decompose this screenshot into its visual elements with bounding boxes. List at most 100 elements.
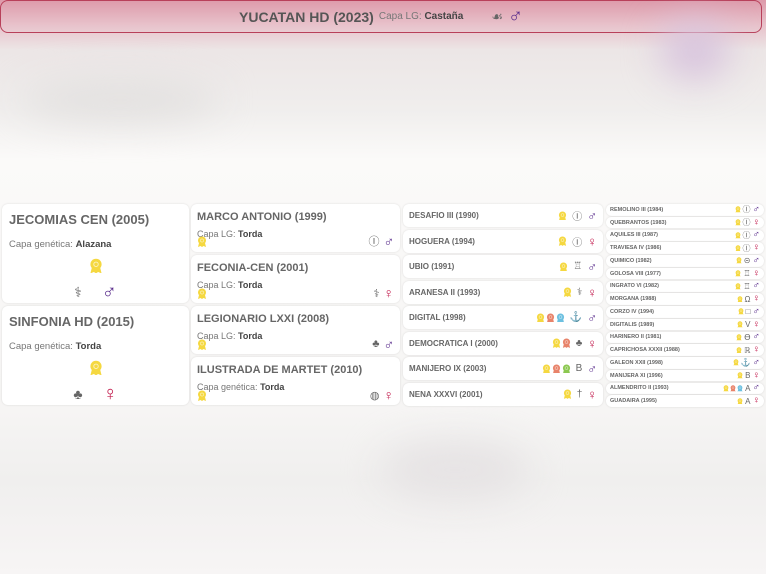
horse-card[interactable]: GALEON XXII (1998) ⚓ ♂ — [606, 357, 764, 369]
coat-value: Torda — [238, 229, 263, 239]
medal-icon — [736, 257, 742, 265]
circle-brand-icon: Ⓘ — [742, 218, 751, 227]
medal-icon — [736, 334, 742, 341]
horse-card[interactable]: DEMOCRATICA I (2000) ♣ ♀ — [403, 331, 603, 355]
horse-card[interactable]: MORGANA (1988) Ω ♀ — [606, 293, 764, 305]
square-brand-icon: □ — [745, 307, 751, 317]
medals — [723, 385, 743, 392]
male-icon: ♂ — [587, 259, 597, 274]
female-icon: ♀ — [752, 318, 761, 330]
subject-header[interactable]: YUCATAN HD (2023) Capa LG: Castaña ☙ ♂ — [0, 0, 762, 33]
horse-card[interactable]: MARCO ANTONIO (1999) Capa LG: Torda Ⓘ ♂ — [191, 204, 400, 252]
circle-brand-icon: Ⓘ — [572, 212, 583, 223]
b-brand-icon: B — [745, 371, 751, 380]
horse-card[interactable]: GUADAIRA (1995) A ♀ — [606, 395, 764, 407]
coat-label: Capa genética: — [197, 382, 258, 392]
medals — [536, 312, 565, 323]
subject-name: YUCATAN HD (2023) — [239, 8, 374, 25]
coat: Capa genética: Alazana — [2, 229, 189, 250]
horse-card[interactable]: HARINERO II (1981) ϴ ♂ — [606, 331, 764, 343]
female-icon: ♀ — [752, 267, 761, 279]
male-icon: ♂ — [752, 255, 761, 266]
coat-value: Torda — [238, 331, 263, 341]
horse-name: GALEON XXII (1998) — [610, 359, 663, 366]
horse-card[interactable]: NENA XXXVI (2001) † ♀ — [403, 382, 603, 406]
male-icon: ♂ — [383, 336, 395, 352]
circle-brand-icon: Ⓘ — [368, 236, 380, 248]
medals — [736, 347, 742, 354]
horse-card[interactable]: ARANESA II (1993) ⚕ ♀ — [403, 280, 603, 304]
a-brand-icon: A — [745, 383, 751, 393]
medal-icon — [560, 261, 568, 272]
ship-brand-icon: ⚓ — [740, 358, 751, 368]
medal-icon — [735, 270, 741, 277]
horse-card[interactable]: DESAFIO III (1990) Ⓘ ♂ — [403, 204, 603, 227]
medals — [735, 232, 741, 239]
horse-name: DIGITALIS (1989) — [610, 321, 655, 328]
horse-card[interactable]: CORZO IV (1994) □ ♂ — [606, 306, 764, 318]
horse-card[interactable]: ALMENDRITO II (1993) A ♂ — [606, 382, 764, 394]
horse-card[interactable]: CAPRICHOSA XXXII (1988) ℝ ♀ — [606, 344, 764, 356]
medal-icon — [198, 236, 206, 247]
medals — [735, 270, 741, 277]
medal-icon — [198, 288, 206, 299]
medal-icon — [737, 398, 743, 405]
trefoil-brand-icon: ♣ — [73, 386, 83, 403]
horse-card[interactable]: SINFONIA HD (2015) Capa genética: Torda ♣… — [2, 306, 189, 405]
female-icon: ♀ — [752, 369, 761, 381]
horse-card[interactable]: ILUSTRADA DE MARTET (2010) Capa genética:… — [191, 357, 400, 405]
horse-card[interactable]: HOGUERA (1994) Ⓘ ♀ — [403, 229, 603, 253]
male-icon: ♂ — [587, 208, 597, 223]
a-brand-icon: A — [745, 396, 751, 406]
horse-card[interactable]: TRAVIESA IV (1986) Ⓘ ♀ — [606, 242, 764, 254]
horse-name: HOGUERA (1994) — [409, 236, 475, 246]
medals — [736, 334, 742, 341]
horse-card[interactable]: DIGITAL (1998) ⚓ ♂ — [403, 306, 603, 329]
horse-card[interactable]: AQUILES III (1987) Ⓘ ♂ — [606, 229, 764, 241]
horse-card[interactable]: REMOLINO III (1984) Ⓘ ♂ — [606, 204, 764, 216]
horse-card[interactable]: DIGITALIS (1989) V ♀ — [606, 318, 764, 331]
medal-icon — [730, 385, 736, 392]
horse-card[interactable]: LEGIONARIO LXXI (2008) Capa LG: Torda ♣ ♂ — [191, 306, 400, 354]
coat-label: Capa LG: — [197, 331, 236, 341]
horse-card[interactable]: FECONIA-CEN (2001) Capa LG: Torda ⚕ ♀ — [191, 255, 400, 303]
hook-brand-icon: ⚕ — [576, 286, 583, 298]
horse-card[interactable]: GOLOSA VIII (1977) ♖ ♀ — [606, 267, 764, 280]
male-icon: ♂ — [101, 281, 117, 303]
male-icon: ♂ — [383, 233, 395, 249]
female-icon: ♀ — [587, 386, 597, 402]
medals — [89, 258, 103, 274]
horse-card[interactable]: INGRATO VI (1982) ♖ ♂ — [606, 280, 764, 292]
medal-icon — [198, 339, 206, 350]
horse-name: GOLOSA VIII (1977) — [610, 270, 661, 277]
female-icon: ♀ — [752, 242, 761, 253]
male-icon: ♂ — [508, 5, 523, 27]
b-brand-icon: B — [575, 363, 583, 374]
horse-card[interactable]: QUEBRANTOS (1983) Ⓘ ♀ — [606, 216, 764, 229]
horse-name: UBIO (1991) — [409, 262, 455, 271]
horse-card[interactable]: QUIMICO (1982) ⊝ ♂ — [606, 255, 764, 267]
trefoil-brand-icon: ♣ — [372, 338, 380, 350]
horse-name: DEMOCRATICA I (2000) — [409, 338, 498, 348]
horse-name: AQUILES III (1987) — [610, 232, 658, 239]
coat: Capa LG: Torda — [191, 327, 400, 341]
medals — [735, 219, 741, 226]
medal-icon — [737, 296, 742, 303]
horse-card[interactable]: UBIO (1991) ♖ ♂ — [403, 255, 603, 278]
horse-card[interactable]: JECOMIAS CEN (2005) Capa genética: Alazan… — [2, 204, 189, 303]
horse-name: DESAFIO III (1990) — [409, 211, 479, 220]
medals — [735, 245, 741, 252]
horse-name: QUEBRANTOS (1983) — [610, 219, 667, 226]
medals — [738, 308, 744, 316]
medals — [197, 236, 207, 247]
horse-name: ILUSTRADA DE MARTET (2010) — [197, 364, 363, 376]
male-icon: ♂ — [752, 357, 761, 368]
medals — [89, 360, 103, 376]
medal-icon — [562, 338, 570, 348]
medal-icon — [556, 312, 564, 323]
medal-icon — [735, 232, 740, 239]
horse-card[interactable]: MANIJERA XI (1996) B ♀ — [606, 369, 764, 382]
male-icon: ♂ — [752, 280, 761, 292]
horse-card[interactable]: MANIJERO IX (2003) B ♂ — [403, 357, 603, 380]
medals — [558, 210, 567, 221]
